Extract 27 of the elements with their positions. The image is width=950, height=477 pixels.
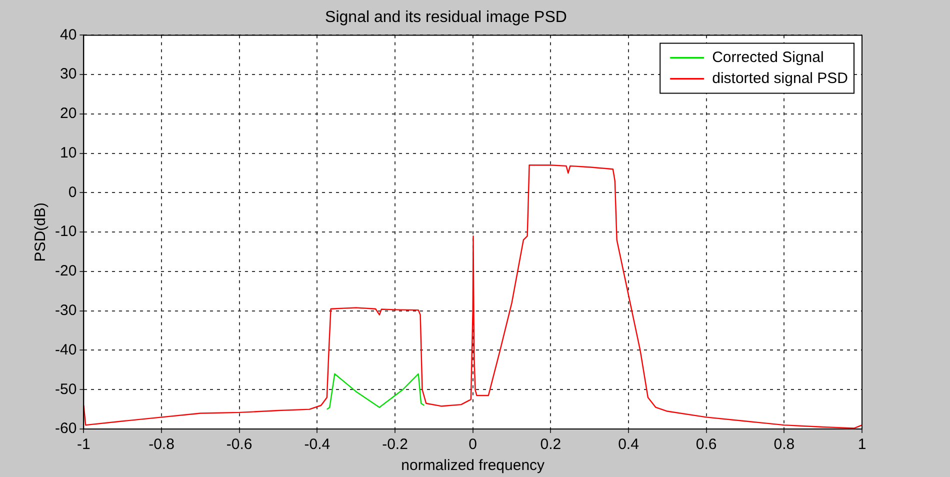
x-tick-label: 0.4: [618, 436, 639, 454]
x-tick-label: -1: [77, 436, 90, 454]
y-tick-label: -60: [54, 420, 77, 438]
y-tick-label: 40: [60, 26, 77, 44]
x-tick-label: -0.6: [226, 436, 252, 454]
y-tick-label: 0: [68, 184, 77, 201]
x-tick-label: 1: [858, 436, 866, 454]
y-tick-label: -40: [54, 341, 77, 358]
y-axis-title: PSD(dB): [32, 202, 50, 262]
x-tick-label: -0.8: [148, 436, 174, 454]
y-tick-label: 10: [60, 144, 77, 162]
y-tick-label: -10: [54, 223, 77, 240]
x-tick-label: -0.4: [304, 436, 330, 454]
x-tick-label: 0: [468, 436, 478, 454]
y-tick-label: 30: [60, 66, 77, 83]
legend-label: Corrected Signal: [712, 48, 824, 66]
x-tick-label: -0.2: [382, 436, 408, 454]
legend-label: distorted signal PSD: [712, 70, 848, 87]
x-tick-label: 0.8: [774, 436, 795, 454]
y-tick-label: -30: [54, 302, 77, 319]
y-tick-label: -50: [54, 380, 77, 398]
x-axis-title: normalized frequency: [401, 457, 546, 474]
y-tick-label: -20: [54, 262, 77, 280]
chart-title: Signal and its residual image PSD: [325, 9, 567, 26]
x-tick-label: 0.2: [540, 436, 562, 454]
x-tick-label: 0.6: [696, 436, 717, 454]
y-tick-label: 20: [60, 105, 77, 122]
